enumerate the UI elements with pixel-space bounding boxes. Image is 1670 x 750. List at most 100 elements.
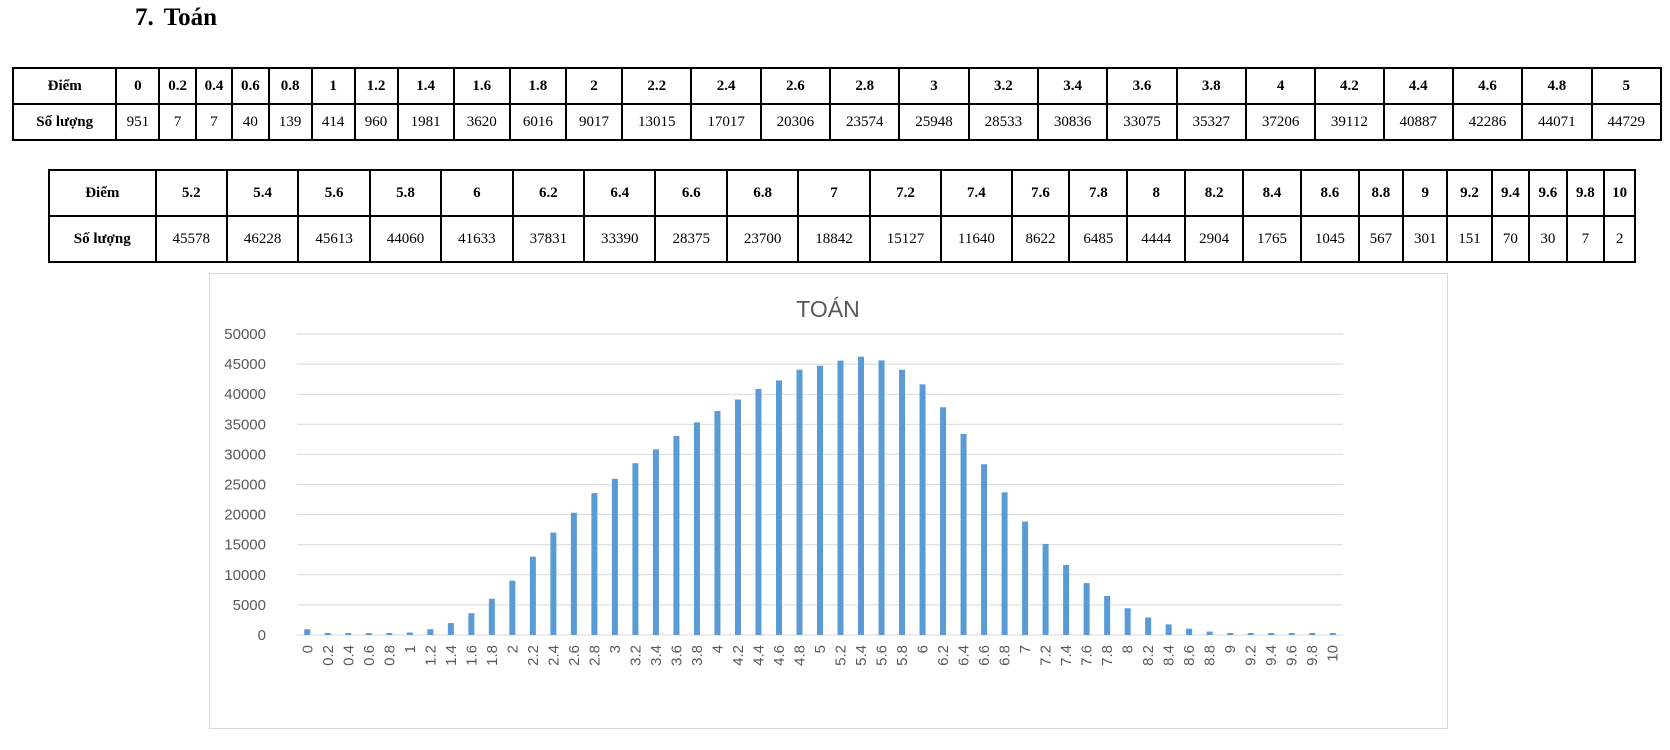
bar bbox=[447, 623, 454, 635]
count-cell: 44060 bbox=[368, 215, 443, 263]
score-cell: 7.6 bbox=[1010, 169, 1071, 217]
section-number: 7. bbox=[135, 4, 154, 31]
x-tick-label: 7 bbox=[1017, 645, 1034, 653]
score-cell: 8 bbox=[1126, 169, 1187, 217]
count-cell: 30 bbox=[1528, 215, 1568, 263]
count-cell: 28375 bbox=[654, 215, 728, 263]
count-cell: 42286 bbox=[1451, 103, 1524, 141]
score-cell: 4.4 bbox=[1382, 67, 1454, 105]
score-cell: 5 bbox=[1590, 67, 1663, 105]
x-tick-label: 0.6 bbox=[361, 645, 378, 666]
count-cell: 1981 bbox=[396, 103, 455, 141]
bar bbox=[1186, 628, 1193, 635]
x-tick-label: 6.4 bbox=[956, 645, 973, 666]
x-tick-label: 9 bbox=[1222, 645, 1239, 653]
count-cell: 301 bbox=[1402, 215, 1449, 263]
score-cell: 0 bbox=[115, 67, 161, 105]
score-cell: 2.4 bbox=[690, 67, 762, 105]
score-cell: 3.2 bbox=[967, 67, 1039, 105]
bar bbox=[1329, 633, 1336, 635]
x-tick-label: 6.2 bbox=[935, 645, 952, 666]
score-cell: 5.8 bbox=[368, 169, 443, 217]
count-cell: 25948 bbox=[898, 103, 970, 141]
count-cell: 45578 bbox=[154, 215, 228, 263]
x-tick-label: 1.6 bbox=[463, 645, 480, 666]
count-cell: 44729 bbox=[1590, 103, 1663, 141]
score-cell: 3 bbox=[898, 67, 970, 105]
score-cell: 6.6 bbox=[654, 169, 728, 217]
score-cell: 4.8 bbox=[1521, 67, 1593, 105]
bar bbox=[386, 633, 393, 635]
score-cell: 0.2 bbox=[158, 67, 197, 105]
bar bbox=[632, 463, 639, 635]
x-tick-label: 4.2 bbox=[730, 645, 747, 666]
score-cell: 7.8 bbox=[1068, 169, 1129, 217]
y-tick-label: 20000 bbox=[224, 507, 266, 524]
count-cell: 960 bbox=[353, 103, 399, 141]
bar bbox=[550, 532, 557, 635]
bar bbox=[1247, 633, 1254, 635]
section-title: Toán bbox=[163, 4, 218, 31]
chart-title: TOÁN bbox=[796, 296, 859, 322]
count-cell: 1765 bbox=[1242, 215, 1302, 263]
bar bbox=[1104, 595, 1111, 635]
x-tick-label: 8.2 bbox=[1140, 645, 1157, 666]
score-cell: 2.2 bbox=[621, 67, 693, 105]
bar bbox=[611, 478, 618, 635]
score-cell: 5.6 bbox=[297, 169, 371, 217]
score-cell: 1.8 bbox=[508, 67, 567, 105]
score-cell: 9.8 bbox=[1565, 169, 1606, 217]
count-cell: 46228 bbox=[225, 215, 300, 263]
bar bbox=[1227, 633, 1234, 635]
bar bbox=[1001, 492, 1008, 635]
bar bbox=[1288, 633, 1295, 635]
bar bbox=[570, 512, 577, 635]
count-cell: 567 bbox=[1357, 215, 1405, 263]
bar bbox=[1083, 583, 1090, 635]
score-table-1: Điểm 0 0.2 0.4 0.6 0.8 1 1.2 1.4 1.6 1.8 2 2.2 2.4 2.… bbox=[11, 67, 1663, 141]
x-tick-label: 5.2 bbox=[833, 645, 850, 666]
count-row: Số lượng 951 7 7 40 139 414 960 1981 3620 6016 901… bbox=[11, 103, 1663, 141]
score-cell: 0.6 bbox=[231, 67, 270, 105]
bar bbox=[1145, 617, 1152, 635]
count-cell: 40887 bbox=[1382, 103, 1454, 141]
y-tick-label: 15000 bbox=[224, 537, 266, 554]
x-tick-label: 5.8 bbox=[894, 645, 911, 666]
bar bbox=[529, 556, 536, 635]
bar bbox=[817, 365, 823, 635]
count-cell: 9017 bbox=[564, 103, 624, 141]
score-cell: 6.4 bbox=[583, 169, 657, 217]
score-cell: 5.2 bbox=[154, 169, 228, 217]
count-cell: 6016 bbox=[508, 103, 567, 141]
y-tick-label: 50000 bbox=[224, 326, 266, 343]
x-tick-label: 1.2 bbox=[422, 645, 439, 666]
count-cell: 15127 bbox=[868, 215, 943, 263]
bar bbox=[1042, 543, 1049, 635]
x-tick-label: 7.6 bbox=[1079, 645, 1096, 666]
count-cell: 70 bbox=[1490, 215, 1531, 263]
score-cell: 9.2 bbox=[1446, 169, 1493, 217]
count-cell: 2904 bbox=[1184, 215, 1245, 263]
count-cell: 45613 bbox=[297, 215, 371, 263]
score-cell: 6.8 bbox=[725, 169, 800, 217]
x-tick-label: 6 bbox=[915, 645, 932, 653]
x-tick-label: 5.6 bbox=[874, 645, 891, 666]
count-cell: 33075 bbox=[1106, 103, 1178, 141]
x-tick-label: 0 bbox=[299, 645, 316, 653]
score-cell: 8.2 bbox=[1184, 169, 1245, 217]
score-cell: 3.8 bbox=[1175, 67, 1247, 105]
row-label: Điểm bbox=[11, 67, 118, 105]
bar bbox=[324, 633, 331, 635]
score-cell: 2 bbox=[564, 67, 624, 105]
count-cell: 7 bbox=[158, 103, 197, 141]
count-cell: 13015 bbox=[621, 103, 693, 141]
score-cell: 9.4 bbox=[1490, 169, 1531, 217]
score-cell: 7 bbox=[797, 169, 871, 217]
bar bbox=[1309, 633, 1316, 635]
count-cell: 4444 bbox=[1126, 215, 1187, 263]
score-cell: 0.8 bbox=[267, 67, 313, 105]
x-tick-label: 8.8 bbox=[1202, 645, 1219, 666]
bar bbox=[652, 449, 659, 635]
x-tick-label: 8.6 bbox=[1181, 645, 1198, 666]
x-tick-label: 2.8 bbox=[586, 645, 603, 666]
